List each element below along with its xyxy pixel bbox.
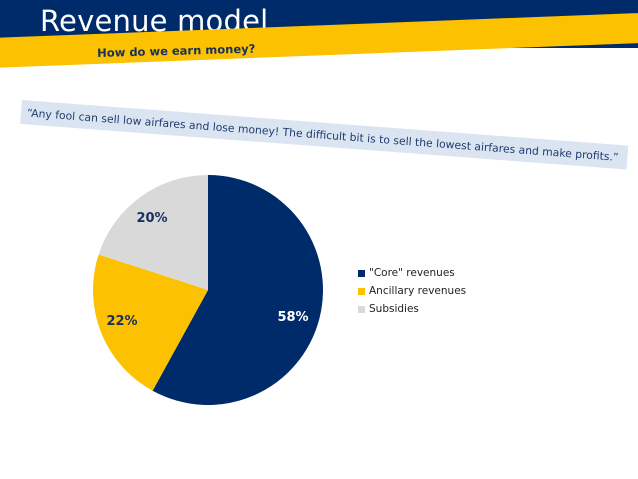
legend-item-subsidies: Subsidies bbox=[358, 300, 466, 318]
legend: "Core" revenues Ancillary revenues Subsi… bbox=[358, 264, 466, 318]
legend-item-ancillary: Ancillary revenues bbox=[358, 282, 466, 300]
legend-label-core: "Core" revenues bbox=[369, 267, 455, 279]
pie-slice-subsidies bbox=[98, 175, 208, 290]
legend-swatch-subsidies bbox=[358, 305, 365, 313]
pie-slice-ancillary bbox=[92, 254, 208, 391]
pie-slice-core bbox=[152, 175, 323, 405]
slice-label-subsidies: 20% bbox=[136, 211, 167, 226]
slice-label-ancillary: 22% bbox=[106, 314, 137, 329]
legend-label-ancillary: Ancillary revenues bbox=[369, 285, 467, 297]
legend-label-subsidies: Subsidies bbox=[369, 303, 419, 315]
legend-swatch-core bbox=[358, 269, 365, 277]
legend-item-core: "Core" revenues bbox=[358, 264, 466, 282]
legend-swatch-ancillary bbox=[358, 287, 365, 295]
slice-label-core: 58% bbox=[277, 310, 308, 325]
